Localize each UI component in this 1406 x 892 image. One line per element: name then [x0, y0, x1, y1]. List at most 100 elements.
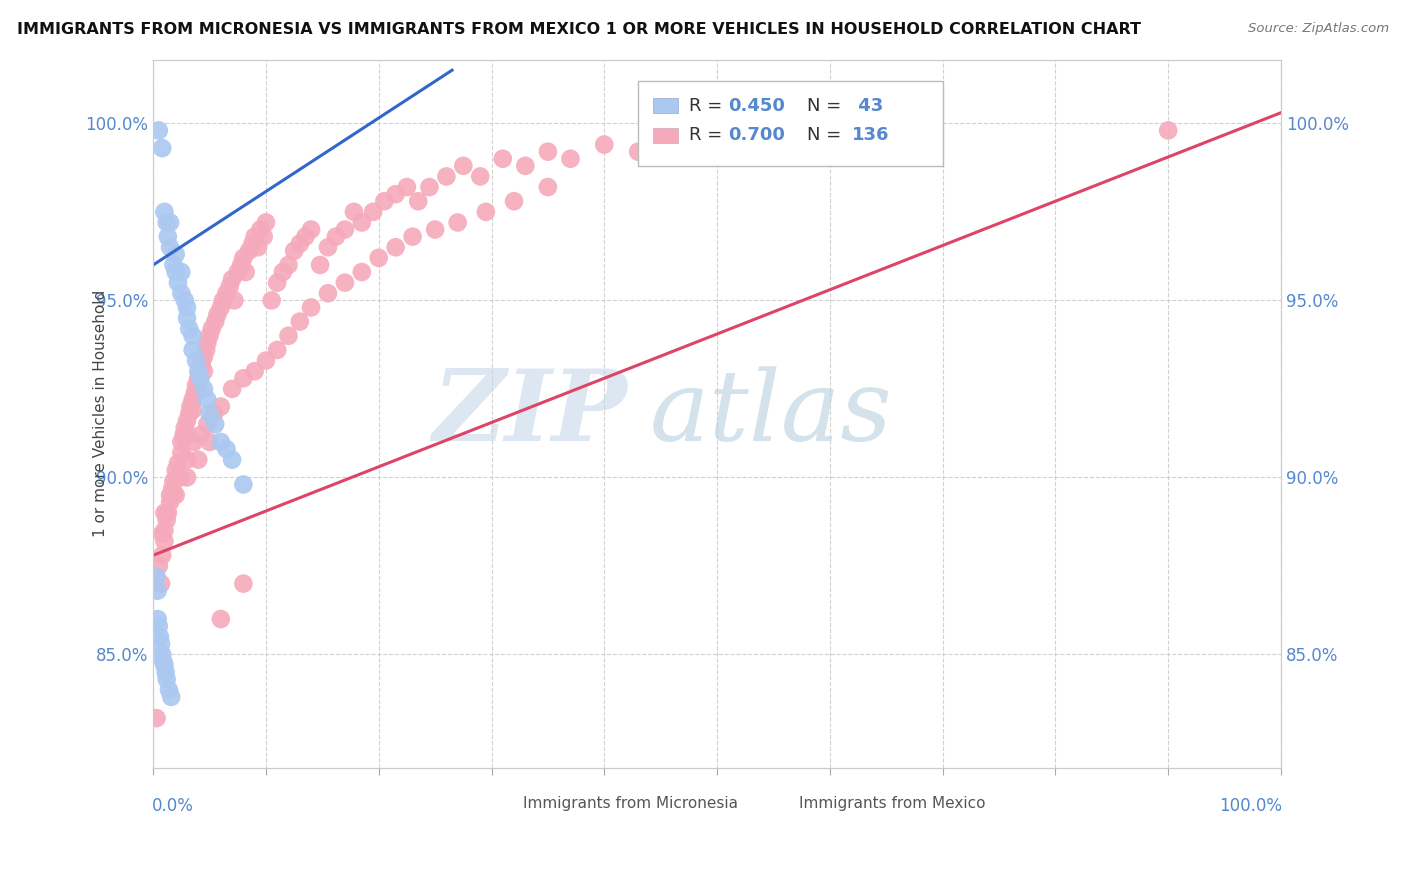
Point: [170, 445, 193, 459]
Text: Immigrants from Micronesia: Immigrants from Micronesia: [523, 797, 738, 812]
Point: [190, 428, 212, 442]
Point: [395, 180, 418, 194]
Point: [159, 215, 181, 229]
Point: [260, 293, 283, 308]
Point: [325, 229, 347, 244]
Point: [266, 343, 288, 357]
Point: [176, 311, 198, 326]
Text: 43: 43: [852, 96, 883, 115]
Point: [153, 204, 176, 219]
Point: [316, 240, 339, 254]
Point: [150, 141, 173, 155]
Point: [218, 279, 240, 293]
Point: [150, 648, 173, 662]
Text: R =: R =: [689, 96, 728, 115]
Point: [169, 470, 191, 484]
Point: [661, 134, 683, 148]
Point: [184, 353, 207, 368]
Point: [193, 350, 215, 364]
Point: [215, 286, 238, 301]
Point: [187, 364, 209, 378]
FancyBboxPatch shape: [638, 81, 942, 166]
Point: [198, 434, 221, 449]
Point: [183, 434, 205, 449]
Point: [159, 240, 181, 254]
Point: [818, 123, 841, 137]
Point: [875, 116, 897, 130]
Point: [160, 690, 183, 704]
Point: [153, 534, 176, 549]
Point: [221, 452, 243, 467]
Point: [537, 180, 560, 194]
Point: [195, 392, 218, 407]
Point: [181, 343, 204, 357]
Point: [232, 477, 254, 491]
Point: [184, 385, 207, 400]
Point: [294, 229, 316, 244]
Point: [187, 382, 209, 396]
FancyBboxPatch shape: [652, 128, 678, 143]
Point: [195, 417, 218, 432]
Point: [156, 229, 179, 244]
Point: [176, 470, 198, 484]
Point: [170, 286, 193, 301]
Text: 136: 136: [852, 127, 890, 145]
Point: [212, 293, 235, 308]
Point: [162, 481, 184, 495]
Point: [146, 612, 169, 626]
Point: [179, 400, 201, 414]
Point: [242, 236, 264, 251]
Point: [492, 152, 515, 166]
Point: [762, 130, 785, 145]
Point: [299, 301, 322, 315]
Point: [201, 321, 224, 335]
Point: [266, 276, 288, 290]
Text: IMMIGRANTS FROM MICRONESIA VS IMMIGRANTS FROM MEXICO 1 OR MORE VEHICLES IN HOUSE: IMMIGRANTS FROM MICRONESIA VS IMMIGRANTS…: [17, 22, 1140, 37]
Point: [167, 470, 190, 484]
Point: [198, 328, 221, 343]
Point: [537, 145, 560, 159]
Text: 100.0%: 100.0%: [1219, 797, 1282, 815]
Point: [181, 403, 204, 417]
Point: [288, 236, 311, 251]
Point: [333, 276, 356, 290]
Point: [145, 711, 167, 725]
FancyBboxPatch shape: [768, 796, 793, 812]
Point: [232, 251, 254, 265]
Point: [156, 513, 179, 527]
Point: [254, 353, 277, 368]
Point: [156, 506, 179, 520]
Point: [209, 612, 232, 626]
Point: [193, 382, 215, 396]
Point: [153, 506, 176, 520]
Point: [226, 265, 249, 279]
Point: [361, 204, 384, 219]
Point: [235, 265, 257, 279]
Point: [249, 222, 271, 236]
Point: [148, 619, 170, 633]
Point: [253, 229, 276, 244]
Point: [176, 428, 198, 442]
Point: [149, 630, 172, 644]
Point: [179, 321, 201, 335]
Point: [173, 293, 195, 308]
Point: [157, 682, 180, 697]
Point: [148, 123, 170, 137]
Point: [165, 247, 187, 261]
Point: [309, 258, 332, 272]
Point: [156, 215, 179, 229]
Point: [515, 159, 537, 173]
Point: [176, 414, 198, 428]
Point: [190, 364, 212, 378]
FancyBboxPatch shape: [492, 796, 516, 812]
Point: [181, 328, 204, 343]
Point: [179, 407, 201, 421]
Point: [176, 301, 198, 315]
Point: [277, 258, 299, 272]
Point: [221, 382, 243, 396]
Point: [627, 145, 650, 159]
Point: [202, 407, 225, 421]
Point: [384, 240, 406, 254]
Point: [221, 272, 243, 286]
Point: [190, 371, 212, 385]
